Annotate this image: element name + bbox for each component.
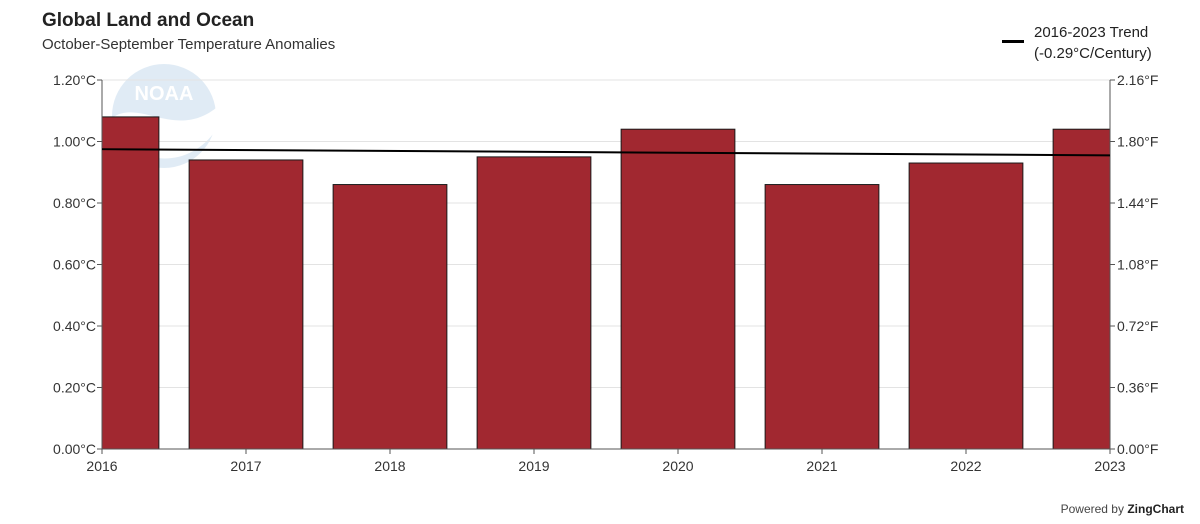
svg-text:NOAA: NOAA (135, 83, 194, 105)
y-tick-label-left: 0.00°C (53, 441, 96, 457)
x-tick-label: 2023 (1094, 458, 1125, 474)
bar (1052, 128, 1111, 450)
y-tick-label-right: 2.16°F (1117, 72, 1158, 88)
powered-by-prefix: Powered by (1060, 502, 1124, 516)
y-tick-label-right: 1.44°F (1117, 195, 1158, 211)
x-tick-label: 2017 (230, 458, 261, 474)
y-tick-label-right: 0.72°F (1117, 318, 1158, 334)
x-tick-label: 2022 (950, 458, 981, 474)
y-tick-label-left: 0.60°C (53, 257, 96, 273)
bar (332, 184, 448, 450)
y-tick-label-right: 0.00°F (1117, 441, 1158, 457)
y-tick-label-left: 0.80°C (53, 195, 96, 211)
x-tick-label: 2021 (806, 458, 837, 474)
chart-subtitle: October-September Temperature Anomalies (42, 36, 336, 53)
bar (476, 156, 592, 450)
y-tick-label-left: 0.20°C (53, 380, 96, 396)
x-tick-label: 2018 (374, 458, 405, 474)
x-tick-label: 2020 (662, 458, 693, 474)
powered-by-brand: ZingChart (1127, 502, 1184, 516)
y-tick-label-right: 0.36°F (1117, 380, 1158, 396)
legend[interactable]: 2016-2023 Trend (-0.29°C/Century) (1002, 22, 1192, 66)
x-tick-label: 2019 (518, 458, 549, 474)
legend-trend-line1: 2016-2023 Trend (1034, 24, 1149, 41)
bars (101, 116, 1111, 450)
y-tick-label-left: 1.00°C (53, 134, 96, 150)
bar (101, 116, 160, 450)
bar (908, 162, 1024, 450)
powered-by[interactable]: Powered by ZingChart (1061, 502, 1184, 516)
y-tick-label-left: 0.40°C (53, 318, 96, 334)
chart-title: Global Land and Ocean (42, 10, 255, 31)
legend-trend-label: 2016-2023 Trend (-0.29°C/Century) (1034, 22, 1152, 64)
axes: 0.00°C 0.00°F 0.20°C 0.36°F 0.40°C 0.72°F 0.60… (53, 72, 1158, 474)
bar (620, 128, 736, 450)
legend-trend-swatch (1002, 40, 1024, 43)
x-tick-label: 2016 (86, 458, 117, 474)
bar (764, 184, 880, 450)
y-tick-label-right: 1.08°F (1117, 257, 1158, 273)
trend-line (101, 148, 1111, 157)
trend (101, 148, 1111, 157)
y-tick-label-right: 1.80°F (1117, 134, 1158, 150)
y-tick-label-left: 1.20°C (53, 72, 96, 88)
bar (188, 159, 304, 450)
legend-trend-line2: (-0.29°C/Century) (1034, 45, 1152, 62)
